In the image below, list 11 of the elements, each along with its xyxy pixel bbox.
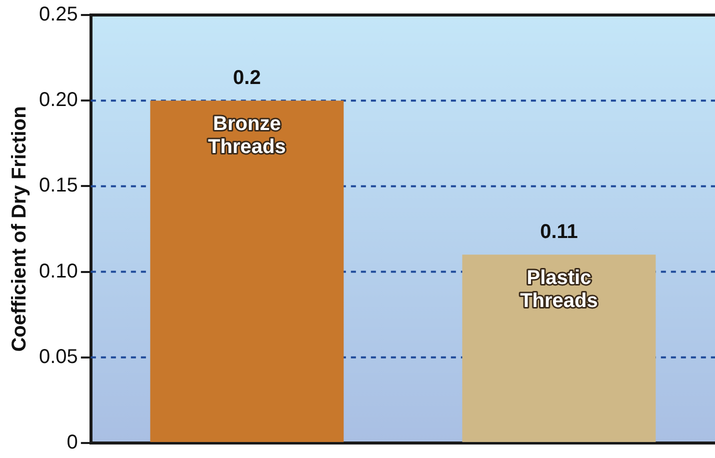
x-tick-label: Bronze Threads	[208, 113, 286, 158]
y-tick-label: 0.20	[38, 89, 78, 112]
x-tick-label: Plastic Threads	[520, 267, 598, 312]
y-axis-title: Coefficient of Dry Friction	[8, 106, 31, 352]
y-tick-label: 0.25	[38, 4, 78, 26]
y-tick-label: 0	[66, 432, 78, 454]
data-label: 0.11	[540, 221, 578, 244]
y-tick-label: 0.15	[38, 174, 78, 197]
y-tick-label: 0.05	[38, 346, 78, 368]
data-label: 0.2	[233, 67, 261, 90]
y-tick-label: 0.10	[38, 260, 78, 282]
